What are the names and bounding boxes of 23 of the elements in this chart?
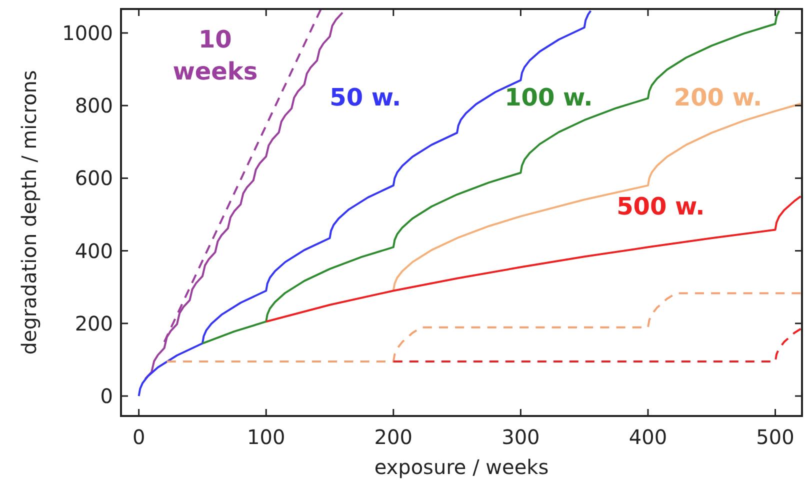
x-tick-label: 100: [247, 425, 286, 449]
series-label: 10 weeks: [172, 25, 258, 86]
x-tick-label: 0: [132, 425, 146, 449]
y-tick-label: 0: [100, 384, 113, 408]
x-tick-label: 400: [628, 425, 668, 449]
x-tick-label: 200: [374, 425, 412, 449]
line-series: [392, 328, 802, 363]
y-tick-label: 400: [74, 238, 113, 263]
series-label: 50 w.: [330, 84, 402, 112]
x-axis-title: exposure / weeks: [374, 455, 549, 479]
y-tick-label: 1000: [62, 20, 113, 45]
line-series: [265, 195, 802, 323]
series-label: 200 w.: [674, 84, 762, 112]
series-label: 100 w.: [504, 84, 593, 112]
series-label: 500 w.: [616, 192, 705, 220]
line-series: [138, 10, 592, 398]
y-axis-title: degradation depth / microns: [17, 70, 41, 355]
line-series: [166, 292, 802, 363]
y-tick-label: 600: [74, 166, 113, 190]
y-tick-label: 800: [74, 94, 113, 118]
x-tick-label: 500: [756, 425, 794, 449]
x-tick-label: 300: [502, 425, 540, 449]
y-tick-label: 200: [74, 311, 113, 336]
